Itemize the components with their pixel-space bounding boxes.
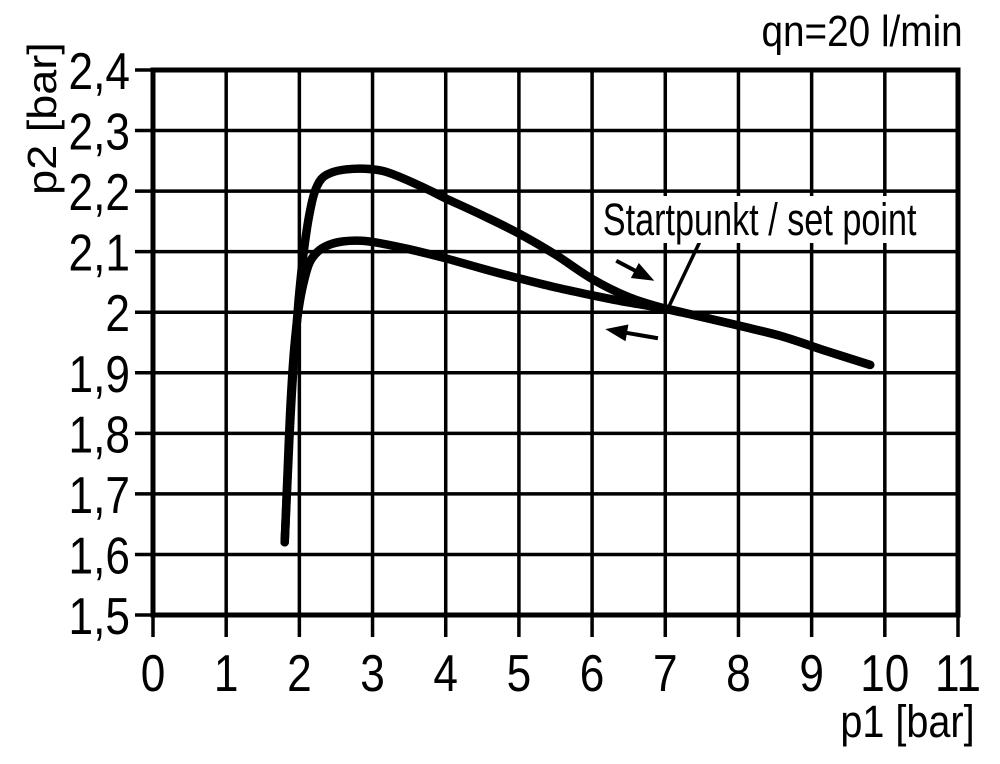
set-point-annotation: Startpunkt / set point <box>599 196 921 243</box>
y-tick-label: 2,4 <box>69 43 130 101</box>
x-tick-label: 1 <box>214 645 239 703</box>
curve-lower-branch-decreasing-p1 <box>280 236 875 547</box>
flow-rate-title: qn=20 l/min <box>761 7 963 56</box>
flow-direction-arrow-left-head <box>605 324 629 342</box>
y-tick-label: 1,7 <box>69 467 130 525</box>
x-tick-label: 0 <box>141 645 166 703</box>
x-tick-label: 10 <box>860 645 909 703</box>
x-tick-label: 4 <box>433 645 458 703</box>
x-tick-label: 7 <box>653 645 678 703</box>
y-tick-label: 2,3 <box>69 103 130 161</box>
y-axis-title: p2 [bar] <box>19 42 65 195</box>
y-tick-label: 2,2 <box>69 164 130 222</box>
annotation-leader-line <box>666 241 702 309</box>
y-tick-label: 1,9 <box>69 345 130 403</box>
x-tick-label: 11 <box>935 645 981 703</box>
x-tick-label: 5 <box>507 645 532 703</box>
x-tick-label: 8 <box>726 645 751 703</box>
x-tick-label: 6 <box>580 645 605 703</box>
y-tick-label: 2 <box>105 285 130 343</box>
x-tick-label: 2 <box>287 645 312 703</box>
x-axis-title: p1 [bar] <box>840 696 975 747</box>
y-tick-label: 1,6 <box>69 527 130 585</box>
flow-direction-arrow-left-shaft <box>621 330 659 341</box>
plot-border <box>150 67 961 618</box>
y-tick-label: 1,5 <box>69 588 130 646</box>
x-tick-label: 9 <box>799 645 824 703</box>
flow-direction-arrow-right-head <box>630 262 655 281</box>
y-tick-label: 1,8 <box>69 406 130 464</box>
x-tick-label: 3 <box>360 645 385 703</box>
y-tick-label: 2,1 <box>69 224 130 282</box>
